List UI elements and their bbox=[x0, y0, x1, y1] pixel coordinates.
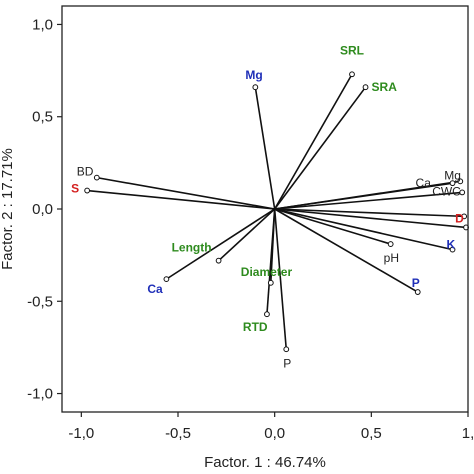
point-mg-2 bbox=[252, 84, 259, 91]
label-d-8: D bbox=[455, 211, 464, 225]
x-tick-label: -0,5 bbox=[165, 425, 191, 442]
vector-s-4 bbox=[87, 189, 275, 210]
x-tick-label: 0,0 bbox=[264, 425, 285, 442]
label-mg-6: Mg bbox=[444, 168, 461, 182]
vector-ca-14 bbox=[165, 208, 276, 280]
vector-ph-10 bbox=[274, 208, 391, 245]
label-mg-2: Mg bbox=[245, 68, 262, 82]
label-p-11: P bbox=[412, 276, 420, 290]
point-p-11 bbox=[414, 289, 421, 295]
y-axis-title: Factor. 2 : 17.71% bbox=[0, 148, 16, 270]
y-tick-label: 1,0 bbox=[32, 16, 53, 33]
point-rtd-15 bbox=[264, 311, 270, 318]
point-ph-10 bbox=[387, 241, 394, 247]
label-p-16: P bbox=[283, 356, 291, 370]
vector-length-12 bbox=[218, 208, 276, 262]
vector-p-11 bbox=[274, 208, 419, 293]
label-length-12: Length bbox=[172, 241, 212, 255]
y-tick-label: -0,5 bbox=[27, 293, 53, 310]
vector-k-9 bbox=[274, 208, 453, 251]
label-rtd-15: RTD bbox=[243, 320, 268, 334]
point-srl-0 bbox=[349, 71, 355, 78]
y-axis-ticks: 1,0 0,5 0,0 -0,5 -1,0 bbox=[27, 16, 62, 403]
y-tick-label: -1,0 bbox=[27, 386, 53, 403]
point-ca-14 bbox=[163, 276, 170, 283]
label-s-4: S bbox=[71, 182, 79, 196]
x-axis-ticks: -1,0 -0,5 0,0 0,5 1, bbox=[68, 412, 474, 442]
point-cwc-7 bbox=[459, 189, 466, 196]
x-axis-title: Factor. 1 : 46.74% bbox=[204, 454, 326, 471]
y-tick-label: 0,0 bbox=[32, 201, 53, 218]
vector-unlabeled-17 bbox=[274, 208, 467, 229]
vector-rtd-15 bbox=[266, 208, 276, 315]
vector-mg-2 bbox=[254, 87, 276, 210]
label-srl-0: SRL bbox=[340, 43, 364, 57]
vector-srl-0 bbox=[273, 73, 353, 210]
y-tick-label: 0,5 bbox=[32, 109, 53, 126]
label-bd-3: BD bbox=[77, 165, 94, 179]
x-tick-label: 0,5 bbox=[361, 425, 382, 442]
vector-cwc-7 bbox=[274, 191, 463, 210]
point-bd-3 bbox=[93, 174, 100, 181]
vector-d-8 bbox=[274, 208, 465, 218]
label-sra-1: SRA bbox=[372, 80, 398, 94]
vector-mg-6 bbox=[274, 180, 461, 210]
point-ca-5 bbox=[449, 180, 456, 187]
point-p-16 bbox=[283, 346, 290, 353]
point-s-4 bbox=[84, 187, 91, 194]
vector-sra-1 bbox=[274, 86, 367, 210]
x-tick-label: 1, bbox=[462, 425, 474, 442]
label-ca-5: Ca bbox=[416, 176, 432, 190]
x-tick-label: -1,0 bbox=[68, 425, 94, 442]
label-k-9: K bbox=[447, 238, 456, 252]
label-cwc-7: CWC bbox=[432, 184, 461, 198]
loading-vectors bbox=[87, 73, 467, 350]
label-diameter-13: Diameter bbox=[241, 265, 293, 279]
point-mg-6 bbox=[457, 178, 464, 185]
label-ca-14: Ca bbox=[147, 282, 163, 296]
point-k-9 bbox=[449, 246, 456, 253]
loading-points bbox=[84, 71, 469, 353]
label-ph-10: pH bbox=[384, 251, 399, 265]
point-diameter-13 bbox=[267, 279, 274, 286]
point-sra-1 bbox=[362, 84, 369, 91]
vector-bd-3 bbox=[96, 176, 275, 210]
vector-p-16 bbox=[273, 208, 288, 350]
point-length-12 bbox=[215, 257, 222, 264]
point-d-8 bbox=[461, 213, 468, 220]
